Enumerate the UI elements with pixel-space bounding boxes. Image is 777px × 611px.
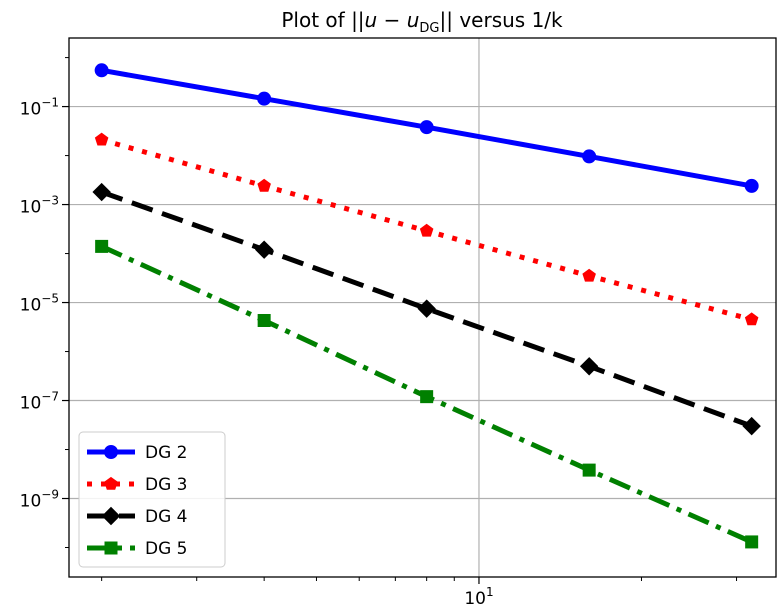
y-tick-label-4: 10−9 [20,488,59,512]
series-3-point-4 [745,535,759,549]
legend: DG 2 DG 3 DG 4 DG 5 [78,431,226,568]
series-0-point-0 [94,63,109,78]
series-2-point-3 [579,357,599,376]
series-2-point-2 [417,299,436,318]
series-1-point-2 [419,223,434,237]
series-3-point-3 [582,463,596,477]
legend-label-0: DG 2 [145,443,187,463]
legend-item-2: DG 4 [87,506,187,527]
legend-marker-1 [104,476,118,490]
legend-label-3: DG 5 [145,539,187,559]
x-tick-label-0: 101 [464,585,493,609]
series-1-point-3 [582,268,596,282]
series-1-point-0 [94,132,109,146]
series-0-point-2 [419,120,434,135]
legend-box [78,431,226,568]
series-0-point-1 [257,91,272,106]
series-2-point-1 [254,240,274,259]
plot-frame [68,37,777,578]
legend-marker-0 [104,445,118,459]
series-2 [92,182,761,436]
series-0 [94,63,759,193]
title-symbol-b: u [407,8,420,32]
legend-label-1: DG 3 [145,475,187,495]
axes: 101 10−1 10−3 10−5 10−7 10−9 [20,37,777,609]
title-symbol-a: u [365,8,378,32]
series-1-point-1 [257,178,271,192]
legend-marker-2 [101,506,121,526]
title-minus: − [377,8,406,32]
legend-item-1: DG 3 [87,475,187,495]
legend-item-0: DG 2 [87,443,187,463]
series-1 [94,132,759,326]
series-3-point-2 [420,390,434,404]
chart-title: Plot of ||u − uDG|| versus 1/k [281,8,563,36]
series-2-point-4 [742,416,761,436]
y-tick-label-0: 10−1 [20,96,59,120]
title-prefix: Plot of || [281,8,364,32]
legend-marker-3 [104,541,118,555]
title-suffix: || versus 1/k [440,8,564,32]
y-tick-label-2: 10−5 [20,292,59,316]
y-tick-label-1: 10−3 [20,194,59,218]
title-subscript: DG [419,21,439,36]
y-tick-label-3: 10−7 [20,390,59,414]
series-3-point-1 [257,313,271,327]
series-0-point-3 [582,149,597,164]
series-3-point-0 [95,239,109,253]
legend-label-2: DG 4 [145,507,187,527]
series-2-point-0 [92,182,111,202]
series-line-2 [100,189,753,429]
series-group [92,63,761,549]
series-0-point-4 [744,178,759,193]
series-1-point-4 [744,312,759,326]
series-3 [95,239,759,549]
legend-item-3: DG 5 [87,539,187,559]
